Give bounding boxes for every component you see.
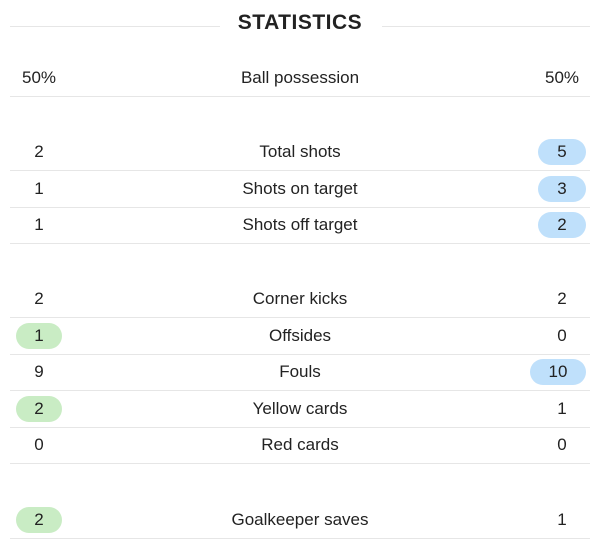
header-divider-left: [10, 26, 220, 27]
away-value-highlight: 10: [530, 359, 586, 385]
away-value: 0: [557, 326, 567, 345]
stat-row-yellow-cards: 2 Yellow cards 1: [10, 391, 590, 428]
stat-label: Corner kicks: [252, 289, 348, 308]
away-value: 1: [557, 510, 567, 529]
home-value-highlight: 1: [16, 323, 62, 349]
stat-row-shots-on-target: 1 Shots on target 3: [10, 171, 590, 208]
stat-row-goalkeeper-saves: 2 Goalkeeper saves 1: [10, 502, 590, 539]
home-value: 2: [34, 289, 44, 308]
stat-label: Ball possession: [240, 68, 360, 87]
stat-row-red-cards: 0 Red cards 0: [10, 427, 590, 464]
away-value-highlight: 5: [538, 139, 586, 165]
header-divider-right: [382, 26, 590, 27]
away-value-highlight: 2: [538, 212, 586, 238]
stat-row-corner-kicks: 2 Corner kicks 2: [10, 281, 590, 318]
away-value-highlight: 3: [538, 176, 586, 202]
away-value: 2: [557, 289, 567, 308]
stat-row-fouls: 9 Fouls 10: [10, 354, 590, 391]
stat-row-shots-off-target: 1 Shots off target 2: [10, 207, 590, 244]
home-value-highlight: 2: [16, 396, 62, 422]
stat-label: Total shots: [259, 142, 341, 161]
stat-label: Offsides: [268, 326, 332, 345]
stat-label: Goalkeeper saves: [231, 510, 369, 529]
statistics-header: STATISTICS: [0, 0, 600, 52]
stat-label: Shots on target: [242, 179, 358, 198]
page-title: STATISTICS: [237, 11, 363, 34]
home-value-highlight: 2: [16, 507, 62, 533]
home-value: 2: [34, 142, 44, 161]
home-value: 0: [34, 435, 44, 454]
home-value: 1: [34, 179, 44, 198]
away-value: 50%: [544, 68, 580, 87]
stat-label: Yellow cards: [252, 399, 348, 418]
home-value: 50%: [21, 68, 57, 87]
stat-row-ball-possession: 50% Ball possession 50%: [10, 60, 590, 97]
stat-label: Red cards: [261, 435, 339, 454]
stat-row-offsides: 1 Offsides 0: [10, 318, 590, 355]
away-value: 0: [557, 435, 567, 454]
away-value: 1: [557, 399, 567, 418]
stat-label: Fouls: [279, 362, 321, 381]
home-value: 9: [34, 362, 44, 381]
home-value: 1: [34, 215, 44, 234]
stat-row-total-shots: 2 Total shots 5: [10, 134, 590, 171]
stat-label: Shots off target: [242, 215, 358, 234]
